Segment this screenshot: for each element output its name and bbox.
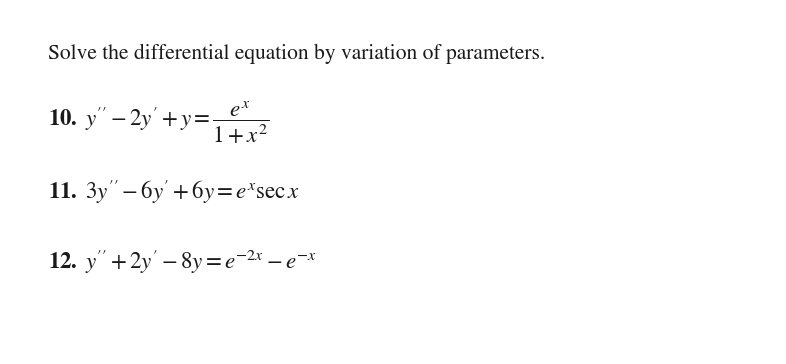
- Text: Solve the differential equation by variation of parameters.: Solve the differential equation by varia…: [48, 44, 545, 64]
- Text: $\mathbf{10.}\ \mathit{y}'' - 2\mathit{y}' + \mathit{y} = \dfrac{\mathit{e}^{\ma: $\mathbf{10.}\ \mathit{y}'' - 2\mathit{y…: [48, 100, 269, 146]
- Text: $\mathbf{11.}\ 3\mathit{y}'' - 6\mathit{y}' + 6\mathit{y} = \mathit{e}^{\mathit{: $\mathbf{11.}\ 3\mathit{y}'' - 6\mathit{…: [48, 178, 299, 206]
- Text: $\mathbf{12.}\ \mathit{y}'' + 2\mathit{y}' - 8\mathit{y} = \mathit{e}^{-2\mathit: $\mathbf{12.}\ \mathit{y}'' + 2\mathit{y…: [48, 248, 317, 276]
